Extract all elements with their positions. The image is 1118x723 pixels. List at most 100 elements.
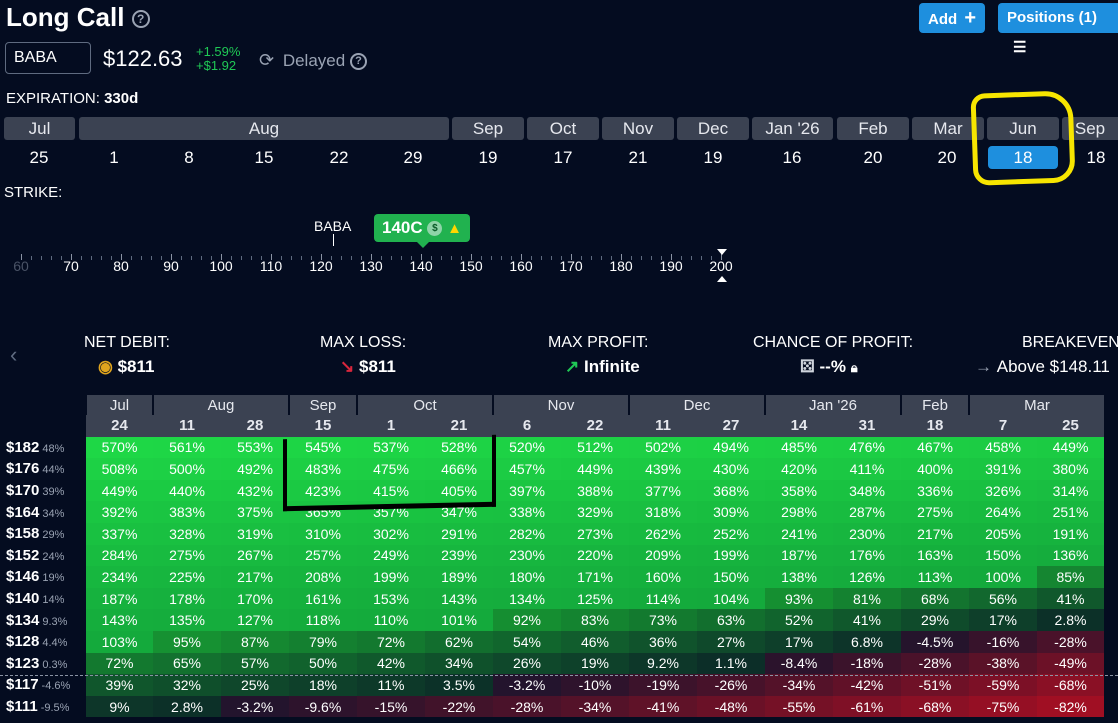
grid-cell[interactable]: 273% xyxy=(561,522,629,545)
grid-cell[interactable]: 163% xyxy=(901,544,969,567)
grid-cell[interactable]: 143% xyxy=(425,587,493,610)
grid-cell[interactable]: 329% xyxy=(561,501,629,523)
grid-cell[interactable]: 52% xyxy=(765,609,833,631)
grid-cell[interactable]: 187% xyxy=(86,587,153,610)
exp-month-feb[interactable]: Feb xyxy=(837,117,909,140)
grid-cell[interactable]: 199% xyxy=(697,544,765,567)
grid-cell[interactable]: 217% xyxy=(901,522,969,545)
grid-cell[interactable]: 383% xyxy=(153,501,221,523)
grid-cell[interactable]: 377% xyxy=(629,479,697,502)
grid-day-header[interactable]: 7 xyxy=(969,415,1037,437)
grid-cell[interactable]: 241% xyxy=(765,522,833,545)
grid-cell[interactable]: 483% xyxy=(289,458,357,480)
grid-cell[interactable]: 32% xyxy=(153,674,221,696)
grid-cell[interactable]: 397% xyxy=(493,479,561,502)
grid-cell[interactable]: -34% xyxy=(561,695,629,718)
grid-cell[interactable]: -3.2% xyxy=(221,695,289,718)
grid-day-header[interactable]: 6 xyxy=(493,415,561,437)
grid-cell[interactable]: 92% xyxy=(493,609,561,631)
grid-cell[interactable]: 79% xyxy=(289,630,357,653)
grid-cell[interactable]: 65% xyxy=(153,652,221,675)
grid-cell[interactable]: -9.6% xyxy=(289,695,357,718)
grid-cell[interactable]: -55% xyxy=(765,695,833,718)
grid-cell[interactable]: -75% xyxy=(969,695,1037,718)
exp-month-oct[interactable]: Oct xyxy=(527,117,599,140)
grid-cell[interactable]: 170% xyxy=(221,587,289,610)
exp-month-mar[interactable]: Mar xyxy=(912,117,984,140)
grid-day-header[interactable]: 15 xyxy=(289,415,357,437)
exp-day[interactable]: 22 xyxy=(329,148,349,167)
grid-cell[interactable]: 41% xyxy=(833,609,901,631)
grid-cell[interactable]: 492% xyxy=(221,458,289,480)
grid-cell[interactable]: 81% xyxy=(833,587,901,610)
grid-cell[interactable]: 458% xyxy=(969,436,1037,459)
chevron-left-icon[interactable]: ‹ xyxy=(10,342,18,367)
grid-cell[interactable]: 9.2% xyxy=(629,652,697,675)
grid-cell[interactable]: 73% xyxy=(629,609,697,631)
exp-month-sep-2[interactable]: Sep xyxy=(1062,117,1118,140)
grid-cell[interactable]: 326% xyxy=(969,479,1037,502)
grid-cell[interactable]: 411% xyxy=(833,458,901,480)
grid-cell[interactable]: 39% xyxy=(86,674,153,696)
grid-cell[interactable]: 262% xyxy=(629,522,697,545)
grid-cell[interactable]: 508% xyxy=(86,458,153,480)
grid-cell[interactable]: 405% xyxy=(425,479,493,502)
grid-cell[interactable]: 19% xyxy=(561,652,629,675)
grid-cell[interactable]: 257% xyxy=(289,544,357,567)
grid-cell[interactable]: 230% xyxy=(493,544,561,567)
grid-cell[interactable]: 191% xyxy=(1037,522,1104,545)
grid-cell[interactable]: 9% xyxy=(86,695,153,718)
grid-cell[interactable]: -48% xyxy=(697,695,765,718)
exp-month-aug[interactable]: Aug xyxy=(79,117,449,140)
grid-cell[interactable]: 400% xyxy=(901,458,969,480)
grid-cell[interactable]: 11% xyxy=(357,674,425,696)
grid-cell[interactable]: 336% xyxy=(901,479,969,502)
grid-cell[interactable]: 318% xyxy=(629,501,697,523)
grid-cell[interactable]: 380% xyxy=(1037,458,1104,480)
grid-cell[interactable]: -82% xyxy=(1037,695,1104,718)
grid-cell[interactable]: 199% xyxy=(357,566,425,588)
exp-day[interactable]: 1 xyxy=(109,148,119,167)
grid-cell[interactable]: 54% xyxy=(493,630,561,653)
grid-cell[interactable]: -68% xyxy=(1037,674,1104,696)
exp-month-dec[interactable]: Dec xyxy=(677,117,749,140)
grid-cell[interactable]: -8.4% xyxy=(765,652,833,675)
grid-cell[interactable]: 217% xyxy=(221,566,289,588)
grid-cell[interactable]: 41% xyxy=(1037,587,1104,610)
grid-cell[interactable]: -3.2% xyxy=(493,674,561,696)
strike-ruler[interactable]: 60 70 80 90 100 110 120 130 140 150 160 170 180 190 20… xyxy=(0,248,760,288)
grid-cell[interactable]: 302% xyxy=(357,522,425,545)
grid-cell[interactable]: 18% xyxy=(289,674,357,696)
grid-cell[interactable]: 251% xyxy=(1037,501,1104,523)
grid-day-header[interactable]: 22 xyxy=(561,415,629,437)
grid-cell[interactable]: 126% xyxy=(833,566,901,588)
grid-day-header[interactable]: 18 xyxy=(901,415,969,437)
grid-cell[interactable]: 101% xyxy=(425,609,493,631)
grid-cell[interactable]: -28% xyxy=(493,695,561,718)
grid-cell[interactable]: 25% xyxy=(221,674,289,696)
grid-cell[interactable]: 136% xyxy=(1037,544,1104,567)
grid-cell[interactable]: 328% xyxy=(153,522,221,545)
grid-cell[interactable]: 104% xyxy=(697,587,765,610)
exp-day[interactable]: 17 xyxy=(553,148,573,167)
grid-cell[interactable]: -22% xyxy=(425,695,493,718)
grid-cell[interactable]: 309% xyxy=(697,501,765,523)
grid-cell[interactable]: 150% xyxy=(969,544,1037,567)
grid-cell[interactable]: 176% xyxy=(833,544,901,567)
grid-cell[interactable]: 34% xyxy=(425,652,493,675)
exp-month-sep[interactable]: Sep xyxy=(452,117,524,140)
grid-cell[interactable]: 113% xyxy=(901,566,969,588)
grid-cell[interactable]: 230% xyxy=(833,522,901,545)
grid-cell[interactable]: 423% xyxy=(289,479,357,502)
grid-cell[interactable]: 357% xyxy=(357,501,425,523)
grid-cell[interactable]: 2.8% xyxy=(1037,609,1104,631)
exp-day[interactable]: 8 xyxy=(184,148,194,167)
grid-cell[interactable]: 138% xyxy=(765,566,833,588)
exp-day-selected[interactable]: 18 xyxy=(988,146,1058,169)
grid-cell[interactable]: 512% xyxy=(561,436,629,459)
grid-cell[interactable]: 239% xyxy=(425,544,493,567)
grid-cell[interactable]: 127% xyxy=(221,609,289,631)
grid-cell[interactable]: 466% xyxy=(425,458,493,480)
grid-cell[interactable]: -16% xyxy=(969,630,1037,653)
exp-month-jul[interactable]: Jul xyxy=(4,117,75,140)
